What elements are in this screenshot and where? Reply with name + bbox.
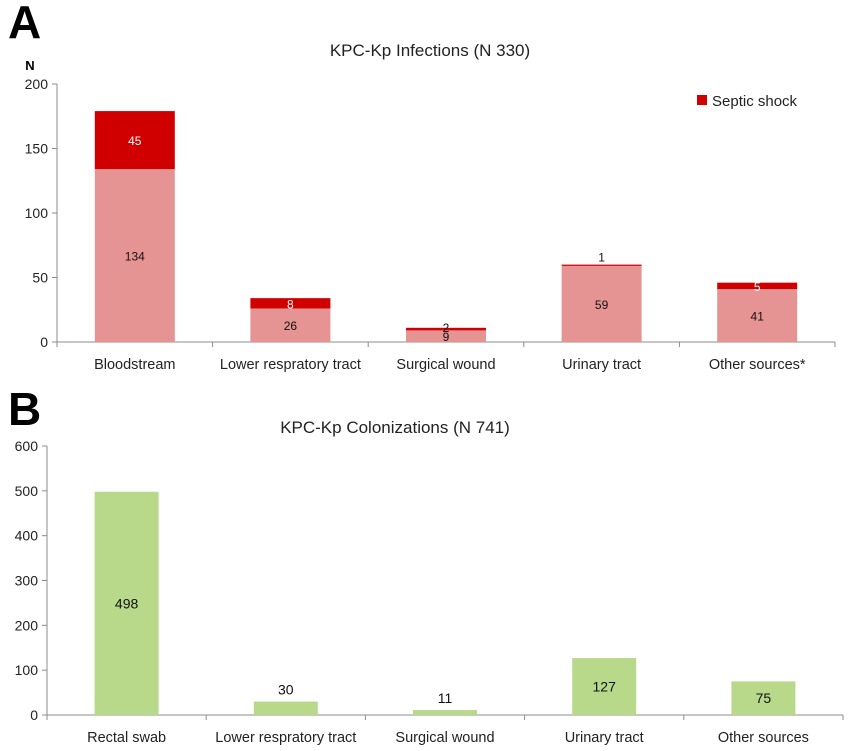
panel-label-b: B <box>8 383 41 435</box>
y-tick-label: 0 <box>40 334 48 350</box>
y-tick-label: 200 <box>15 617 39 633</box>
data-label: 1 <box>598 251 605 265</box>
y-tick-label: 100 <box>15 662 39 678</box>
chart-b-title: KPC-Kp Colonizations (N 741) <box>280 418 510 437</box>
data-label: 45 <box>128 134 142 148</box>
y-tick-label: 50 <box>32 270 48 286</box>
y-tick-label: 400 <box>15 528 39 544</box>
bar-surgical-wound <box>413 710 477 715</box>
bar-other-sources <box>731 681 796 715</box>
x-category-label: Rectal swab <box>87 730 166 746</box>
bar-urinary-tract-base <box>561 265 642 342</box>
data-label: 134 <box>125 250 145 264</box>
chart-a-ylabel: N <box>25 58 34 73</box>
bar-bloodstream-base <box>94 169 175 342</box>
y-tick-label: 100 <box>25 205 49 221</box>
x-category-label: Urinary tract <box>565 730 644 746</box>
x-category-label: Other sources* <box>709 357 806 373</box>
y-tick-label: 600 <box>15 438 39 454</box>
data-label: 11 <box>438 690 453 706</box>
y-tick-label: 500 <box>15 483 39 499</box>
bar-urinary-tract-septic-shock <box>561 264 642 266</box>
bar-other-sources-septic-shock <box>717 282 798 290</box>
x-category-label: Surgical wound <box>395 730 494 746</box>
data-label: 59 <box>595 298 609 312</box>
y-tick-label: 300 <box>15 573 39 589</box>
chart-a-title: KPC-Kp Infections (N 330) <box>330 41 530 60</box>
y-tick-label: 0 <box>30 707 38 723</box>
bar-urinary-tract <box>572 658 637 715</box>
bar-surgical-wound-base <box>406 330 486 342</box>
bar-lower-respratory-tract <box>253 701 318 715</box>
panel-label-a: A <box>8 0 41 48</box>
bar-rectal-swab <box>94 491 159 715</box>
data-label: 498 <box>115 595 139 611</box>
chart-b: 0 100 200 300 400 500 600 498 Rectal swab 30 Lower… <box>15 438 844 746</box>
bar-surgical-wound-septic-shock <box>406 327 486 331</box>
data-label: 127 <box>593 679 617 695</box>
y-tick-label: 200 <box>25 76 49 92</box>
data-label: 2 <box>443 321 450 335</box>
data-label: 30 <box>278 682 294 698</box>
data-label: 5 <box>754 280 761 294</box>
y-tick-label: 150 <box>25 141 49 157</box>
bar-lower-respratory-tract-base <box>250 308 331 342</box>
data-label: 75 <box>756 690 772 706</box>
legend: Septic shock <box>697 93 798 110</box>
legend-label-septic-shock: Septic shock <box>712 93 798 110</box>
data-label: 9 <box>443 330 450 344</box>
x-category-label: Other sources <box>718 730 809 746</box>
chart-a: 0 50 100 150 200 134 45 Bloodstream 26 8 Lower res… <box>25 76 836 373</box>
x-category-label: Urinary tract <box>562 357 641 373</box>
x-category-label: Bloodstream <box>94 357 175 373</box>
data-label: 26 <box>284 319 298 333</box>
legend-swatch-septic-shock <box>697 95 707 105</box>
bar-lower-respratory-tract-septic-shock <box>250 298 331 309</box>
x-category-label: Lower respratory tract <box>215 730 356 746</box>
data-label: 8 <box>287 297 294 311</box>
data-label: 41 <box>751 310 765 324</box>
x-category-label: Lower respratory tract <box>220 357 361 373</box>
bar-bloodstream-septic-shock <box>94 111 175 170</box>
x-category-label: Surgical wound <box>396 357 495 373</box>
bar-other-sources-base <box>717 289 798 342</box>
